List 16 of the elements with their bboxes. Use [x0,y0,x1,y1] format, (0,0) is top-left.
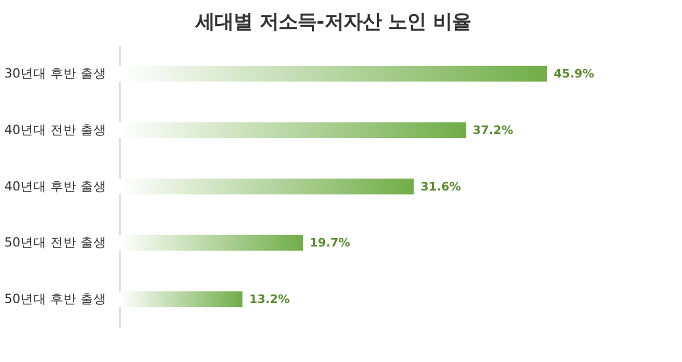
data-label: 31.6% [420,179,462,194]
y-tick-label: 40년대 후반 출생 [4,178,106,194]
data-label: 19.7% [310,236,350,250]
bar [119,178,414,194]
y-tick-label: 30년대 후반 출생 [4,66,106,81]
y-tick-label: 50년대 전반 출생 [4,234,106,250]
chart-title: 세대별 저소득-저자산 노인 비율 [194,10,471,34]
data-label: 45.9% [554,66,594,81]
bar [119,234,303,251]
bar [119,291,242,308]
data-label: 13.2% [249,292,290,306]
y-tick-label: 50년대 후반 출생 [4,291,106,306]
bar [119,122,466,138]
y-tick-label: 40년대 전반 출생 [4,122,106,137]
bar [119,66,547,82]
data-label: 37.2% [472,122,514,137]
